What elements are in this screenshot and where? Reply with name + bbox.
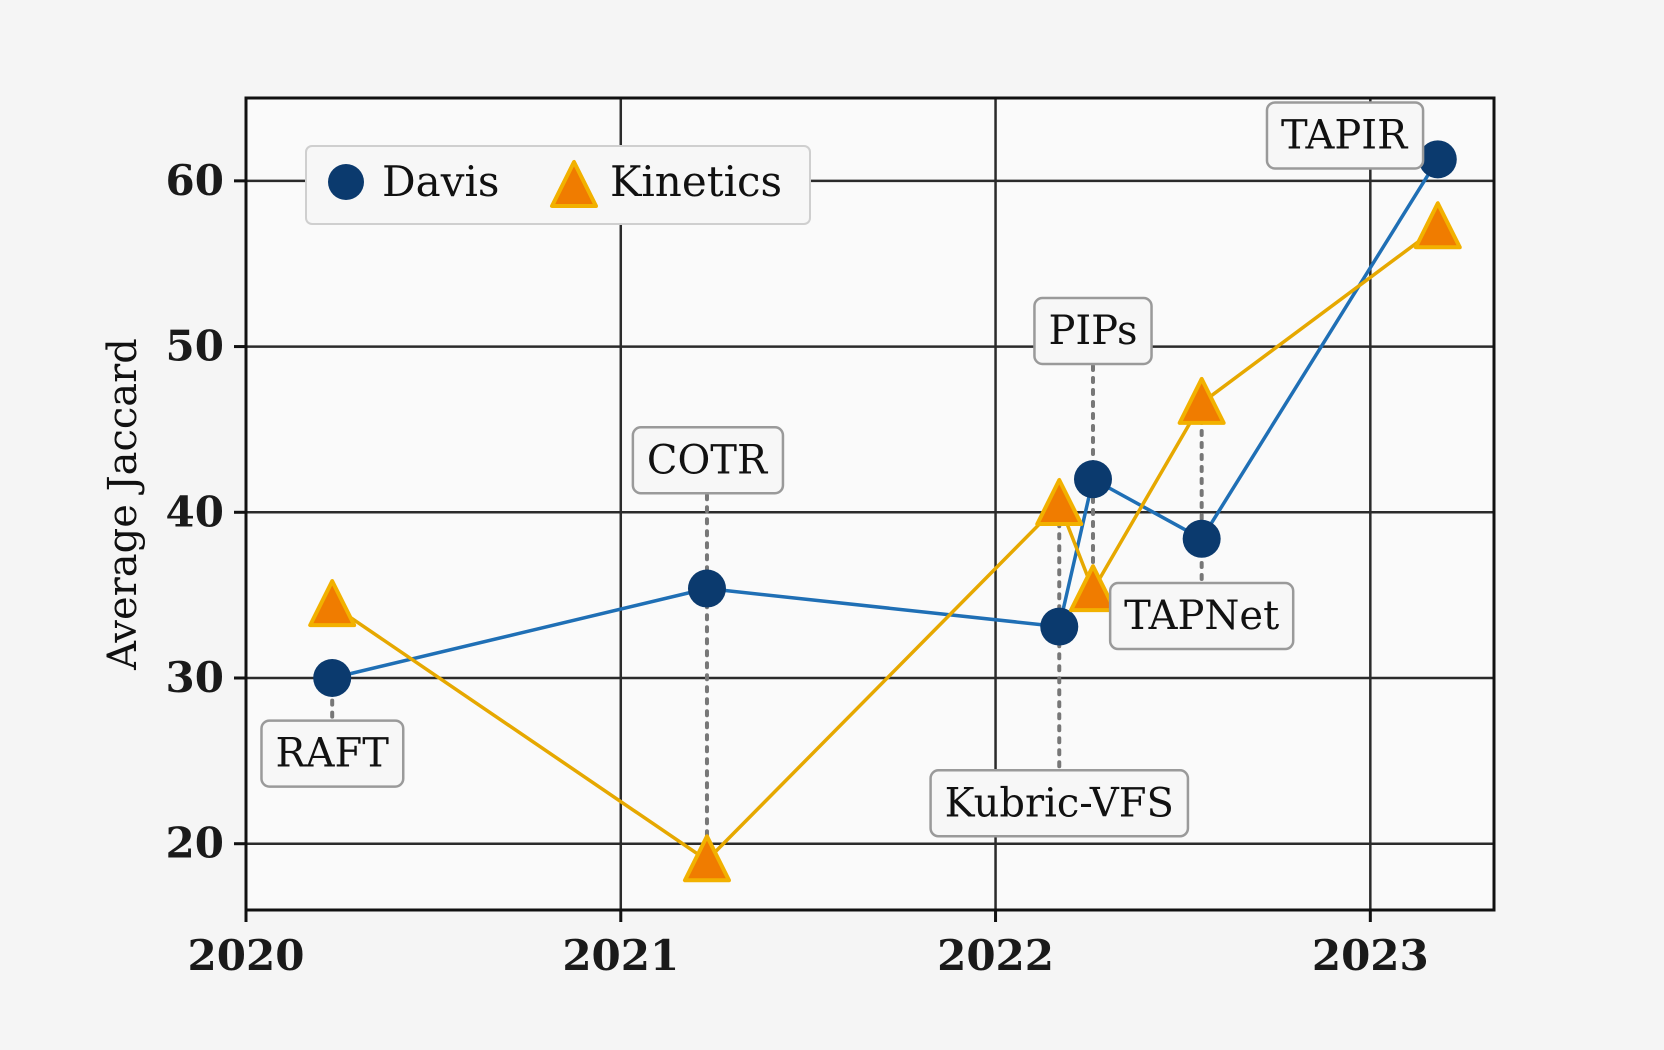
series-markers — [308, 140, 1462, 883]
kinetics-point-1 — [682, 834, 731, 883]
davis-point-4 — [1182, 519, 1221, 558]
annotation-box-tapir — [1265, 101, 1425, 170]
y-tick-label-50: 50 — [166, 322, 224, 371]
legend-davis-label: Davis — [382, 157, 499, 206]
y-tick-label-30: 30 — [166, 653, 224, 702]
legend: Davis Kinetics — [305, 145, 811, 225]
x-tick-label-2022: 2022 — [937, 931, 1054, 980]
annotation-pips: PIPs — [1033, 296, 1153, 366]
legend-davis-marker — [328, 164, 364, 200]
annotation-label-cotr: COTR — [647, 437, 769, 483]
annotation-box-cotr — [631, 426, 785, 495]
annotation-label-raft: RAFT — [275, 731, 389, 777]
annotation-tapnet: TAPNet — [1108, 581, 1295, 651]
plot-frame — [244, 96, 1496, 912]
series-line-davis — [331, 158, 1440, 680]
davis-point-0 — [313, 659, 352, 697]
annotation-kubric-vfs: Kubric-VFS — [929, 769, 1190, 838]
axis-ticks: 2020 2021 2022 2023 20 30 40 50 60 — [166, 156, 1429, 980]
annotation-label-tapir: TAPIR — [1281, 112, 1409, 158]
x-tick-label-2021: 2021 — [562, 931, 679, 980]
annotation-box-kubric-vfs — [929, 769, 1190, 838]
series-line-kinetics — [331, 225, 1439, 863]
annotation-label-tapnet: TAPNet — [1124, 593, 1279, 639]
x-tick-label-2023: 2023 — [1312, 931, 1429, 980]
legend-kinetics-marker — [550, 160, 598, 208]
annotation-box-tapnet — [1108, 581, 1295, 651]
kinetics-point-2 — [1035, 478, 1084, 526]
x-tick-label-2020: 2020 — [188, 931, 305, 980]
y-tick-label-20: 20 — [166, 819, 224, 868]
series-lines — [331, 158, 1440, 863]
annotation-box-raft — [260, 719, 405, 788]
kinetics-point-4 — [1177, 376, 1226, 425]
kinetics-point-3 — [1068, 564, 1117, 613]
annotation-cotr: COTR — [631, 426, 785, 495]
y-axis-label: Average Jaccard — [100, 338, 146, 671]
y-tick-label-40: 40 — [166, 487, 224, 536]
annotation-raft: RAFT — [260, 719, 405, 788]
annotation-label-kubric-vfs: Kubric-VFS — [945, 780, 1174, 826]
annotation-label-pips: PIPs — [1048, 308, 1137, 354]
kinetics-point-0 — [308, 579, 357, 628]
davis-point-1 — [687, 569, 726, 608]
plot-background — [246, 98, 1494, 910]
davis-point-5 — [1418, 140, 1457, 179]
annotation-tapir: TAPIR — [1265, 101, 1425, 170]
legend-kinetics-label: Kinetics — [610, 157, 782, 206]
kinetics-point-5 — [1413, 201, 1462, 250]
legend-box — [305, 145, 811, 225]
davis-point-2 — [1040, 607, 1079, 646]
annotation-labels: RAFT COTR Kubric-VFS PIPs TAPNet TAPIR — [260, 101, 1425, 838]
davis-point-3 — [1073, 460, 1112, 499]
y-tick-label-60: 60 — [166, 156, 224, 205]
annotation-box-pips — [1033, 296, 1153, 366]
